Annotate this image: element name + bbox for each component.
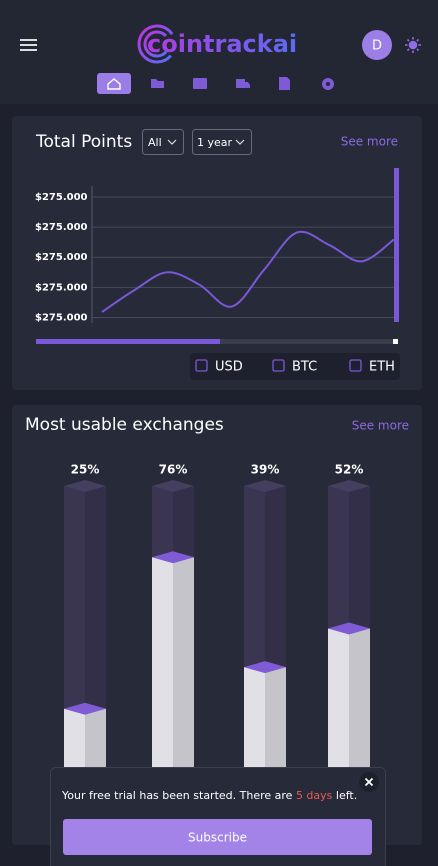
scrollbar-v[interactable] xyxy=(394,168,399,322)
bar-track-cap xyxy=(64,480,106,492)
bar-track-cap xyxy=(328,480,370,492)
nav xyxy=(97,73,334,94)
filter-dropdown[interactable] xyxy=(142,129,184,155)
y-tick-label: $275.000 xyxy=(35,313,88,324)
nav-wallet[interactable] xyxy=(193,78,207,89)
value-label: 39% xyxy=(251,463,280,477)
button-label: Subscribe xyxy=(188,831,247,845)
y-tick-label: $275.000 xyxy=(35,252,88,263)
card xyxy=(12,405,422,845)
trial-popup: Your free trial has been started. There … xyxy=(50,767,386,866)
popup-message: Your free trial has been started. There … xyxy=(61,789,357,802)
legend-checkbox[interactable] xyxy=(272,359,285,372)
bar xyxy=(244,667,265,783)
bar xyxy=(85,708,106,783)
bar-chart xyxy=(64,480,370,783)
logo: cointrackai xyxy=(137,24,297,64)
bar-cap xyxy=(64,702,106,715)
nav-folder[interactable] xyxy=(151,79,164,88)
card-title: Total Points xyxy=(35,132,132,152)
period-dropdown[interactable] xyxy=(192,129,252,155)
nav-home[interactable] xyxy=(97,73,131,94)
bar-cap xyxy=(328,622,370,635)
scrollbar-thumb[interactable] xyxy=(36,339,220,344)
card xyxy=(12,116,422,390)
card-title: Most usable exchanges xyxy=(25,415,224,435)
message-text: Your free trial has been started. There … xyxy=(61,789,293,802)
filter-label: All xyxy=(148,136,162,149)
bar-track-cap xyxy=(152,480,194,492)
value-label: 25% xyxy=(71,463,100,477)
y-tick-label: $275.000 xyxy=(35,282,88,293)
y-tick-label: $275.000 xyxy=(35,192,88,203)
bar xyxy=(328,628,349,783)
bar xyxy=(349,628,370,783)
line-series xyxy=(101,230,395,313)
bar xyxy=(64,708,85,783)
bar xyxy=(265,667,286,783)
legend xyxy=(190,353,400,380)
logo-text: cointrackai xyxy=(147,30,297,58)
bar-cap xyxy=(244,661,286,674)
legend-label: ETH xyxy=(369,360,395,375)
avatar-letter: D xyxy=(372,39,382,54)
bar xyxy=(173,557,194,783)
y-tick-label: $275.000 xyxy=(35,222,88,233)
menu-button[interactable] xyxy=(20,39,37,51)
legend-label: USD xyxy=(215,360,243,375)
legend-label: BTC xyxy=(292,360,317,375)
avatar[interactable] xyxy=(362,30,392,60)
see-more-link[interactable]: See more xyxy=(352,419,409,433)
bar xyxy=(152,557,173,783)
message-text: left. xyxy=(336,789,357,802)
nav-document[interactable] xyxy=(279,77,290,90)
subscribe-button[interactable] xyxy=(63,819,372,855)
legend-checkbox[interactable] xyxy=(195,359,208,372)
legend-checkbox[interactable] xyxy=(349,359,362,372)
theme-toggle[interactable] xyxy=(405,37,421,53)
bar-cap xyxy=(152,551,194,564)
period-label: 1 year xyxy=(197,136,233,149)
value-label: 76% xyxy=(159,463,188,477)
see-more-link[interactable]: See more xyxy=(341,135,398,149)
message-highlight: 5 days xyxy=(296,789,333,802)
bar-track-cap xyxy=(244,480,286,492)
value-label: 52% xyxy=(335,463,364,477)
scrollbar-end xyxy=(393,339,398,344)
nav-delivery[interactable] xyxy=(236,79,250,88)
